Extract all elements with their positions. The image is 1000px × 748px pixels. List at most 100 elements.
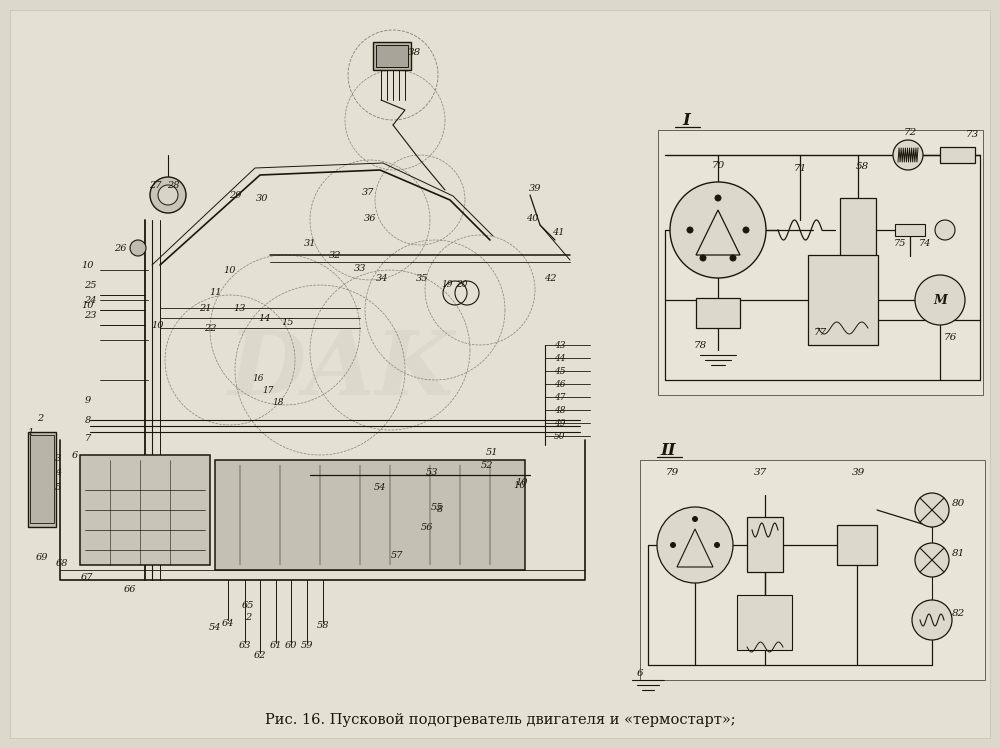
Text: 51: 51 xyxy=(486,447,498,456)
Text: 53: 53 xyxy=(426,468,438,476)
Text: 45: 45 xyxy=(554,367,566,375)
Bar xyxy=(737,595,792,650)
Text: 10: 10 xyxy=(224,266,236,275)
Text: DAK: DAK xyxy=(227,327,453,413)
Circle shape xyxy=(670,542,676,548)
Text: 37: 37 xyxy=(753,468,767,476)
Text: 49: 49 xyxy=(554,418,566,428)
Text: 64: 64 xyxy=(222,619,234,628)
Text: 35: 35 xyxy=(416,274,428,283)
Text: 10: 10 xyxy=(82,301,94,310)
Text: 3: 3 xyxy=(55,453,61,462)
Text: 11: 11 xyxy=(210,287,222,296)
Circle shape xyxy=(915,493,949,527)
Text: 46: 46 xyxy=(554,379,566,388)
Text: 10: 10 xyxy=(514,480,526,489)
Text: 40: 40 xyxy=(526,213,538,222)
Text: Рис. 16. Пусковой подогреватель двигателя и «термостарт»;: Рис. 16. Пусковой подогреватель двигател… xyxy=(265,713,735,727)
Text: 69: 69 xyxy=(36,554,48,562)
Text: 48: 48 xyxy=(554,405,566,414)
Text: 32: 32 xyxy=(329,251,341,260)
Text: 9: 9 xyxy=(85,396,91,405)
Text: 30: 30 xyxy=(256,194,268,203)
Bar xyxy=(747,517,783,572)
Text: 6: 6 xyxy=(72,450,78,459)
Text: 24: 24 xyxy=(84,295,96,304)
Text: 63: 63 xyxy=(239,642,251,651)
Text: 58: 58 xyxy=(855,162,869,171)
Bar xyxy=(658,130,983,395)
Text: 57: 57 xyxy=(391,551,403,560)
Text: 14: 14 xyxy=(259,313,271,322)
Text: 80: 80 xyxy=(951,498,965,507)
Text: 55: 55 xyxy=(431,503,443,512)
Text: 71: 71 xyxy=(793,164,807,173)
Text: 38: 38 xyxy=(408,48,422,57)
Text: 81: 81 xyxy=(951,548,965,557)
Text: 1: 1 xyxy=(27,428,33,437)
Text: 44: 44 xyxy=(554,354,566,363)
Text: 16: 16 xyxy=(252,373,264,382)
Text: 13: 13 xyxy=(234,304,246,313)
Text: 10: 10 xyxy=(82,260,94,269)
Text: 56: 56 xyxy=(421,523,433,532)
Circle shape xyxy=(150,177,186,213)
Bar xyxy=(840,198,876,256)
Text: 22: 22 xyxy=(204,323,216,333)
Circle shape xyxy=(657,507,733,583)
Bar xyxy=(696,298,740,328)
Text: 60: 60 xyxy=(285,642,297,651)
Circle shape xyxy=(915,275,965,325)
Text: 8: 8 xyxy=(85,415,91,425)
Text: 59: 59 xyxy=(301,642,313,651)
Text: 10: 10 xyxy=(152,320,164,330)
Text: 76: 76 xyxy=(943,333,957,342)
Text: 79: 79 xyxy=(665,468,679,476)
Bar xyxy=(376,45,408,67)
Text: 4: 4 xyxy=(55,468,61,476)
Circle shape xyxy=(158,185,178,205)
Text: 31: 31 xyxy=(304,239,316,248)
Text: 29: 29 xyxy=(229,191,241,200)
Text: M: M xyxy=(933,293,947,307)
Text: 66: 66 xyxy=(124,586,136,595)
Bar xyxy=(837,525,877,565)
Text: 37: 37 xyxy=(362,188,374,197)
Text: 62: 62 xyxy=(254,652,266,660)
Text: 58: 58 xyxy=(317,622,329,631)
Text: 47: 47 xyxy=(554,393,566,402)
Text: 27: 27 xyxy=(149,180,161,189)
Text: 70: 70 xyxy=(711,161,725,170)
Text: 7: 7 xyxy=(85,434,91,443)
Text: 2: 2 xyxy=(245,613,251,622)
Text: 61: 61 xyxy=(270,642,282,651)
Bar xyxy=(808,255,878,345)
Text: 8: 8 xyxy=(437,506,443,515)
Text: 52: 52 xyxy=(481,461,493,470)
Text: 54: 54 xyxy=(209,624,221,633)
Text: 21: 21 xyxy=(199,304,211,313)
Text: 39: 39 xyxy=(529,183,541,192)
Circle shape xyxy=(687,227,693,233)
Bar xyxy=(30,435,54,523)
Text: 23: 23 xyxy=(84,310,96,319)
Text: 75: 75 xyxy=(894,239,906,248)
Bar xyxy=(940,147,975,163)
Text: 39: 39 xyxy=(851,468,865,476)
Circle shape xyxy=(912,600,952,640)
Text: 73: 73 xyxy=(965,129,979,138)
Text: 18: 18 xyxy=(272,397,284,406)
Text: 5: 5 xyxy=(55,482,61,491)
Text: 17: 17 xyxy=(262,385,274,394)
Text: 28: 28 xyxy=(167,180,179,189)
Text: 82: 82 xyxy=(951,609,965,618)
Text: 65: 65 xyxy=(242,601,254,610)
Text: 42: 42 xyxy=(544,274,556,283)
Circle shape xyxy=(893,140,923,170)
Bar xyxy=(895,224,925,236)
Text: 33: 33 xyxy=(354,263,366,272)
Text: 15: 15 xyxy=(282,317,294,326)
Text: 34: 34 xyxy=(376,274,388,283)
Bar xyxy=(80,455,210,565)
Circle shape xyxy=(692,517,698,521)
